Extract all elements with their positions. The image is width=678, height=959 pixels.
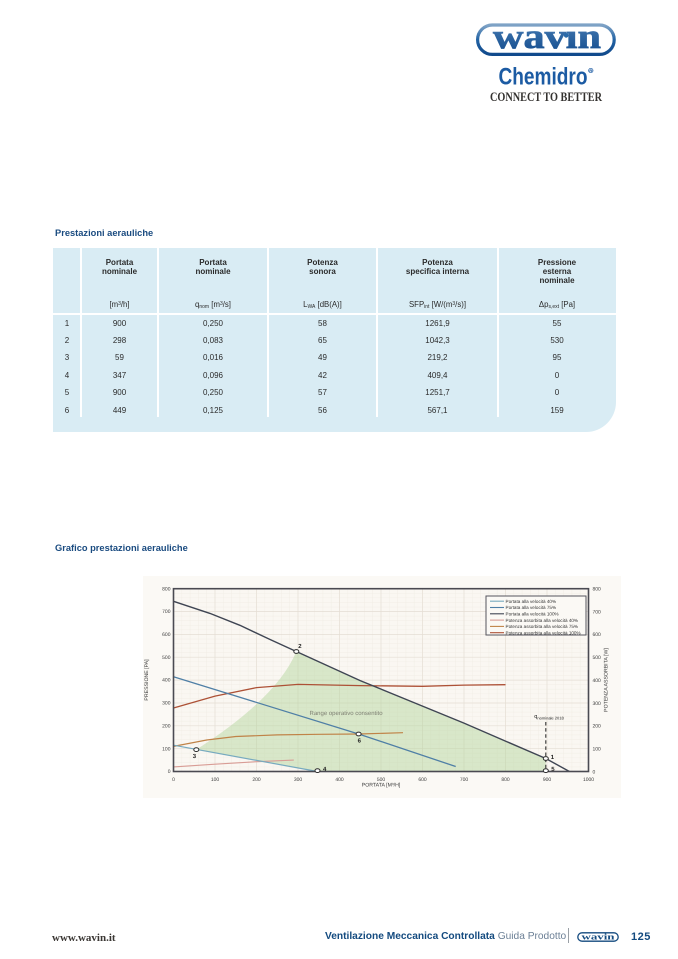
svg-text:2: 2	[298, 643, 302, 650]
svg-text:PORTATA [M³/H]: PORTATA [M³/H]	[362, 783, 401, 789]
svg-text:POTENZA ASSORBITA [W]: POTENZA ASSORBITA [W]	[604, 648, 610, 712]
svg-text:500: 500	[593, 655, 602, 661]
svg-text:800: 800	[162, 586, 171, 592]
svg-text:400: 400	[162, 678, 171, 684]
svg-text:Range operativo consentito: Range operativo consentito	[310, 710, 384, 717]
svg-text:200: 200	[162, 723, 171, 729]
svg-text:Portata alla velocità 100%: Portata alla velocità 100%	[506, 612, 559, 617]
svg-text:6: 6	[358, 738, 362, 745]
svg-text:200: 200	[252, 777, 261, 783]
svg-text:300: 300	[593, 701, 602, 707]
svg-text:600: 600	[418, 777, 427, 783]
svg-text:3: 3	[193, 753, 197, 760]
svg-text:600: 600	[593, 632, 602, 638]
svg-text:100: 100	[593, 747, 602, 753]
svg-text:Portata alla velocità 75%: Portata alla velocità 75%	[506, 605, 557, 610]
svg-text:Potenza assorbita alla velocit: Potenza assorbita alla velocità 40%	[506, 618, 579, 623]
svg-text:400: 400	[593, 678, 602, 684]
svg-text:Portata alla velocità 40%: Portata alla velocità 40%	[506, 599, 557, 604]
svg-text:700: 700	[593, 609, 602, 615]
svg-text:200: 200	[593, 724, 602, 730]
svg-text:800: 800	[593, 587, 602, 593]
svg-text:PRESSIONE [PA]: PRESSIONE [PA]	[144, 659, 150, 701]
svg-text:Chemidro: Chemidro	[499, 64, 588, 91]
svg-text:600: 600	[162, 632, 171, 638]
svg-text:900: 900	[543, 777, 552, 783]
svg-text:400: 400	[335, 777, 344, 783]
svg-text:700: 700	[162, 609, 171, 615]
svg-text:R: R	[589, 68, 593, 73]
svg-text:500: 500	[377, 777, 386, 783]
svg-text:100: 100	[162, 746, 171, 752]
svg-text:Potenza assorbita alla velocit: Potenza assorbita alla velocità 75%	[506, 624, 579, 629]
svg-text:5: 5	[551, 766, 555, 773]
svg-text:700: 700	[460, 777, 469, 783]
svg-text:wavin: wavin	[582, 932, 616, 941]
svg-text:1: 1	[551, 754, 555, 761]
svg-text:0: 0	[593, 769, 596, 775]
svg-text:CONNECT TO BETTER: CONNECT TO BETTER	[490, 90, 602, 104]
svg-text:wavın: wavın	[493, 18, 601, 56]
svg-text:Potenza assorbita alla velocit: Potenza assorbita alla velocità 100%	[506, 630, 581, 635]
svg-text:1000: 1000	[583, 777, 594, 783]
svg-text:4: 4	[323, 766, 327, 773]
svg-text:300: 300	[162, 701, 171, 707]
svg-text:500: 500	[162, 655, 171, 661]
svg-text:300: 300	[294, 777, 303, 783]
svg-text:0: 0	[168, 769, 171, 775]
svg-text:800: 800	[501, 777, 510, 783]
svg-text:qnominale 2018: qnominale 2018	[534, 714, 564, 720]
svg-text:0: 0	[172, 777, 175, 783]
svg-text:100: 100	[211, 777, 220, 783]
